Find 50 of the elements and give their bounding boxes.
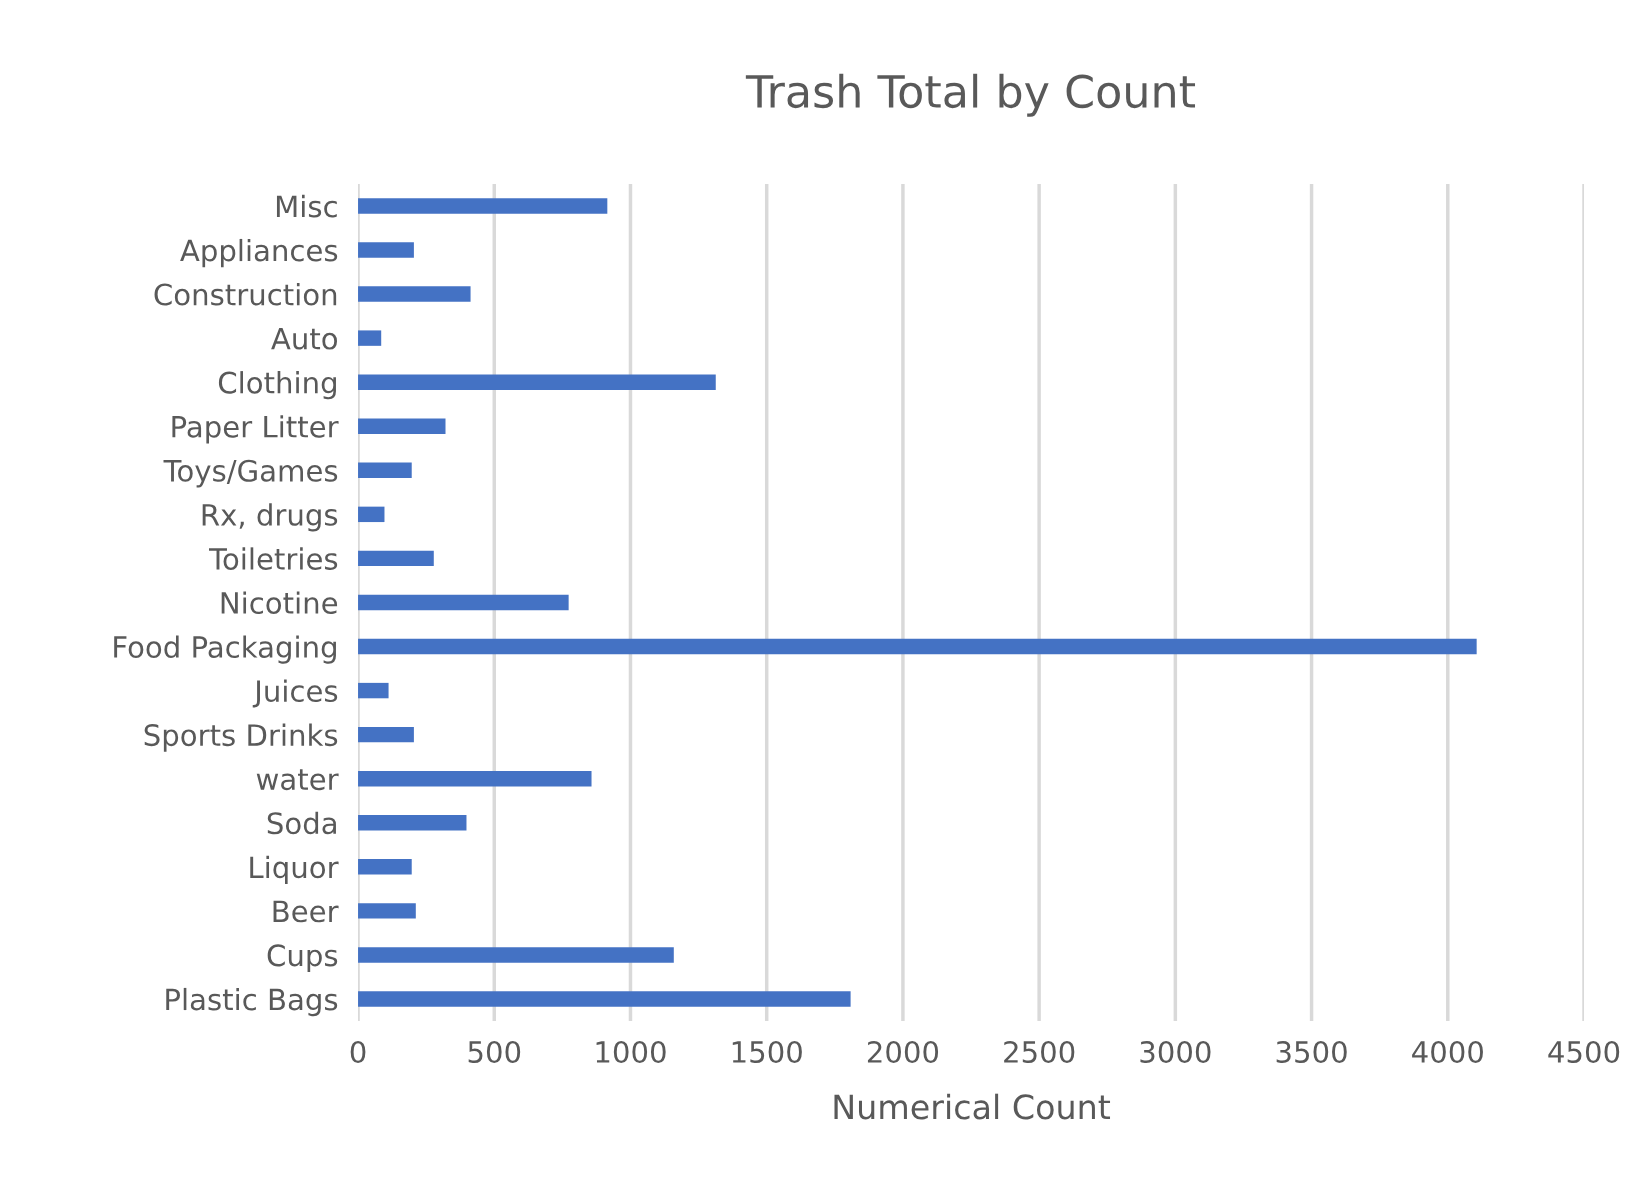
- bar: [358, 462, 412, 479]
- bar: [358, 726, 414, 743]
- y-tick-label: Toys/Games: [163, 459, 338, 488]
- y-tick-label: Nicotine: [221, 591, 338, 614]
- bar: [358, 198, 608, 214]
- y-tick-label: Clothing: [218, 371, 336, 400]
- y-tick-label: Liquor: [250, 855, 339, 884]
- bar: [358, 374, 716, 390]
- y-tick-label: Plastic Bags: [166, 987, 338, 1017]
- x-axis-title: Numerical Count: [834, 1093, 1111, 1120]
- bar: [358, 682, 389, 699]
- bar: [358, 418, 446, 434]
- x-tick-label: 1500: [732, 1040, 802, 1064]
- x-tick-label: 3500: [1276, 1040, 1347, 1064]
- y-tick-label: Appliances: [180, 238, 338, 268]
- y-tick-label: Beer: [273, 900, 339, 923]
- x-tick-label: 3000: [1140, 1040, 1211, 1064]
- x-tick-label: 1000: [596, 1040, 666, 1064]
- bar: [358, 638, 1477, 655]
- bar: [358, 594, 569, 611]
- y-tick-label: water: [256, 769, 339, 791]
- bar: [358, 330, 382, 346]
- y-tick-label: Auto: [271, 327, 338, 350]
- bar: [358, 991, 851, 1007]
- bar: [358, 815, 467, 831]
- y-tick-label: Rx, drugs: [202, 503, 338, 532]
- y-tick-label: Soda: [267, 811, 336, 835]
- y-tick-label: Juices: [252, 679, 338, 708]
- bar: [358, 859, 412, 875]
- x-tick-label: 0: [350, 1040, 366, 1064]
- bar: [358, 947, 674, 963]
- x-tick-label: 500: [468, 1040, 521, 1064]
- bar: [358, 506, 385, 523]
- y-tick-label: Misc: [276, 194, 337, 218]
- x-tick-label: 4000: [1412, 1040, 1483, 1064]
- y-tick-label: Toiletries: [209, 547, 338, 570]
- y-tick-label: Sports Drinks: [144, 723, 338, 752]
- y-tick-label: Paper Litter: [172, 415, 339, 444]
- y-tick-label: Cups: [267, 944, 338, 973]
- x-tick-label: 2000: [867, 1040, 939, 1064]
- y-tick-label: Food Packaging: [114, 635, 336, 664]
- bar: [358, 242, 414, 258]
- x-tick-label: 4500: [1548, 1040, 1620, 1064]
- bar: [358, 770, 592, 787]
- bar: [358, 286, 471, 302]
- bar: [358, 903, 416, 919]
- bar: [358, 550, 434, 567]
- x-tick-label: 2500: [1004, 1040, 1075, 1064]
- chart-title: Trash Total by Count: [745, 73, 1196, 117]
- y-tick-label: Construction: [154, 282, 337, 306]
